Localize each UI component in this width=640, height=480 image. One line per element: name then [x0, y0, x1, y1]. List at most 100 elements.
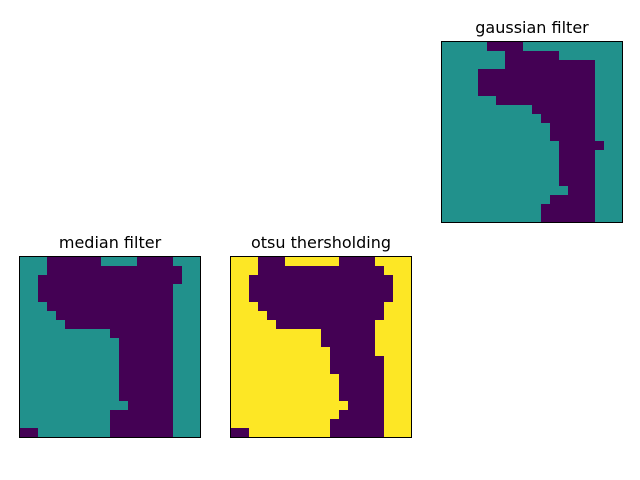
heatmap-cell	[487, 177, 497, 187]
heatmap-cell	[276, 302, 286, 312]
heatmap-cell	[20, 410, 30, 420]
heatmap-cell	[366, 419, 376, 429]
heatmap-cell	[613, 132, 623, 142]
heatmap-cell	[357, 428, 367, 438]
heatmap-cell	[357, 401, 367, 411]
heatmap-cell	[294, 347, 304, 357]
heatmap-cell	[83, 356, 93, 366]
heatmap-cell	[56, 266, 66, 276]
heatmap-cell	[101, 311, 111, 321]
heatmap-cell	[128, 284, 138, 294]
heatmap-cell	[442, 213, 452, 223]
heatmap-cell	[469, 105, 479, 115]
heatmap-cell	[469, 114, 479, 124]
heatmap-cell	[604, 159, 614, 169]
heatmap-cell	[155, 311, 165, 321]
heatmap-cell	[65, 374, 75, 384]
heatmap-cell	[38, 347, 48, 357]
heatmap-cell	[460, 69, 470, 79]
heatmap-cell	[568, 186, 578, 196]
heatmap-cell	[559, 87, 569, 97]
heatmap-cell	[231, 275, 241, 285]
heatmap-cell	[182, 311, 192, 321]
heatmap-cell	[92, 257, 102, 267]
heatmap-cell	[514, 114, 524, 124]
heatmap-cell	[20, 419, 30, 429]
heatmap-cell	[514, 51, 524, 61]
heatmap-cell	[384, 275, 394, 285]
heatmap-cell	[357, 320, 367, 330]
heatmap-cell	[532, 96, 542, 106]
heatmap-cell	[137, 428, 147, 438]
heatmap-cell	[339, 266, 349, 276]
heatmap-cell	[303, 419, 313, 429]
heatmap-cell	[330, 410, 340, 420]
heatmap-cell	[348, 428, 358, 438]
heatmap-cell	[514, 168, 524, 178]
heatmap-cell	[182, 392, 192, 402]
heatmap-cell	[74, 275, 84, 285]
heatmap-cell	[92, 347, 102, 357]
heatmap-cell	[523, 150, 533, 160]
heatmap-cell	[137, 302, 147, 312]
heatmap-cell	[442, 159, 452, 169]
heatmap-cell	[559, 204, 569, 214]
heatmap-cell	[366, 257, 376, 267]
heatmap-cell	[384, 383, 394, 393]
heatmap-cell	[182, 365, 192, 375]
heatmap-cell	[155, 428, 165, 438]
heatmap-cell	[384, 428, 394, 438]
heatmap-cell	[384, 347, 394, 357]
heatmap-cell	[110, 410, 120, 420]
heatmap-cell	[294, 374, 304, 384]
heatmap-cell	[137, 293, 147, 303]
heatmap-cell	[487, 42, 497, 52]
heatmap-cell	[366, 365, 376, 375]
heatmap-cell	[47, 329, 57, 339]
heatmap-cell	[119, 356, 129, 366]
heatmap-cell	[65, 266, 75, 276]
heatmap-cell	[339, 374, 349, 384]
heatmap-cell	[240, 374, 250, 384]
heatmap-cell	[577, 123, 587, 133]
heatmap-cell	[384, 401, 394, 411]
heatmap-cell	[83, 284, 93, 294]
heatmap-cell	[451, 141, 461, 151]
heatmap-cell	[321, 293, 331, 303]
heatmap-cell	[357, 410, 367, 420]
heatmap-cell	[375, 329, 385, 339]
heatmap-cell	[339, 419, 349, 429]
heatmap-cell	[375, 392, 385, 402]
heatmap-cell	[47, 338, 57, 348]
heatmap-cell	[164, 284, 174, 294]
heatmap-cell	[276, 365, 286, 375]
heatmap-cell	[74, 419, 84, 429]
heatmap-cell	[258, 329, 268, 339]
heatmap-cell	[191, 401, 201, 411]
heatmap-cell	[604, 177, 614, 187]
heatmap-cell	[595, 96, 605, 106]
heatmap-cell	[128, 275, 138, 285]
heatmap-cell	[532, 195, 542, 205]
heatmap-cell	[258, 401, 268, 411]
heatmap-cell	[568, 87, 578, 97]
heatmap-cell	[276, 419, 286, 429]
heatmap-cell	[155, 302, 165, 312]
heatmap-cell	[276, 347, 286, 357]
heatmap-cell	[231, 401, 241, 411]
heatmap-cell	[56, 356, 66, 366]
heatmap-cell	[164, 392, 174, 402]
heatmap-cell	[258, 347, 268, 357]
heatmap-cell	[541, 213, 551, 223]
otsu-thresholding-title: otsu thersholding	[250, 233, 392, 252]
heatmap-cell	[276, 311, 286, 321]
heatmap-cell	[155, 419, 165, 429]
heatmap-cell	[137, 356, 147, 366]
heatmap-cell	[586, 177, 596, 187]
heatmap-cell	[249, 311, 259, 321]
heatmap-cell	[505, 150, 515, 160]
heatmap-cell	[357, 284, 367, 294]
heatmap-cell	[312, 365, 322, 375]
heatmap-cell	[375, 383, 385, 393]
heatmap-cell	[20, 257, 30, 267]
